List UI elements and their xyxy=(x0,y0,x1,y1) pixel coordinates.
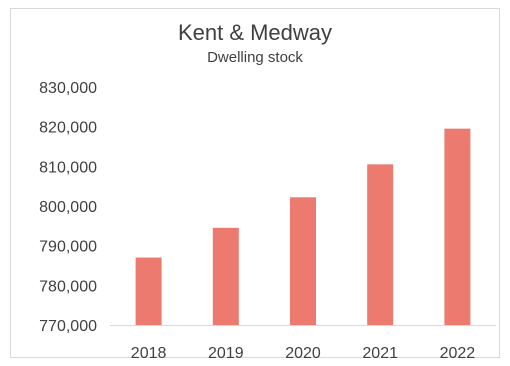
x-axis: 2018 2019 2020 2021 2022 xyxy=(110,325,496,362)
y-tick-label: 780,000 xyxy=(39,278,97,295)
bar-2021 xyxy=(367,164,394,325)
bar-2019 xyxy=(212,227,239,325)
chart-frame xyxy=(10,8,500,358)
y-axis: 770,000 780,000 790,000 800,000 810,000 820,0… xyxy=(39,80,97,335)
y-tick-label: 830,000 xyxy=(39,80,97,97)
y-tick-label: 790,000 xyxy=(39,239,97,256)
x-tick-label: 2019 xyxy=(208,345,244,362)
y-tick-label: 800,000 xyxy=(39,199,97,216)
x-tick-label: 2022 xyxy=(440,345,476,362)
y-tick-label: 770,000 xyxy=(39,318,97,335)
x-tick-label: 2020 xyxy=(285,345,321,362)
bar-2022 xyxy=(444,128,471,325)
x-tick-label: 2021 xyxy=(362,345,398,362)
chart-subtitle: Dwelling stock xyxy=(207,49,303,66)
bars xyxy=(135,128,471,325)
bar-2018 xyxy=(135,257,162,325)
chart-title: Kent & Medway xyxy=(177,20,333,45)
x-tick-label: 2018 xyxy=(131,345,167,362)
bar-2020 xyxy=(290,197,316,325)
y-tick-label: 820,000 xyxy=(39,120,97,137)
y-tick-label: 810,000 xyxy=(39,159,97,176)
